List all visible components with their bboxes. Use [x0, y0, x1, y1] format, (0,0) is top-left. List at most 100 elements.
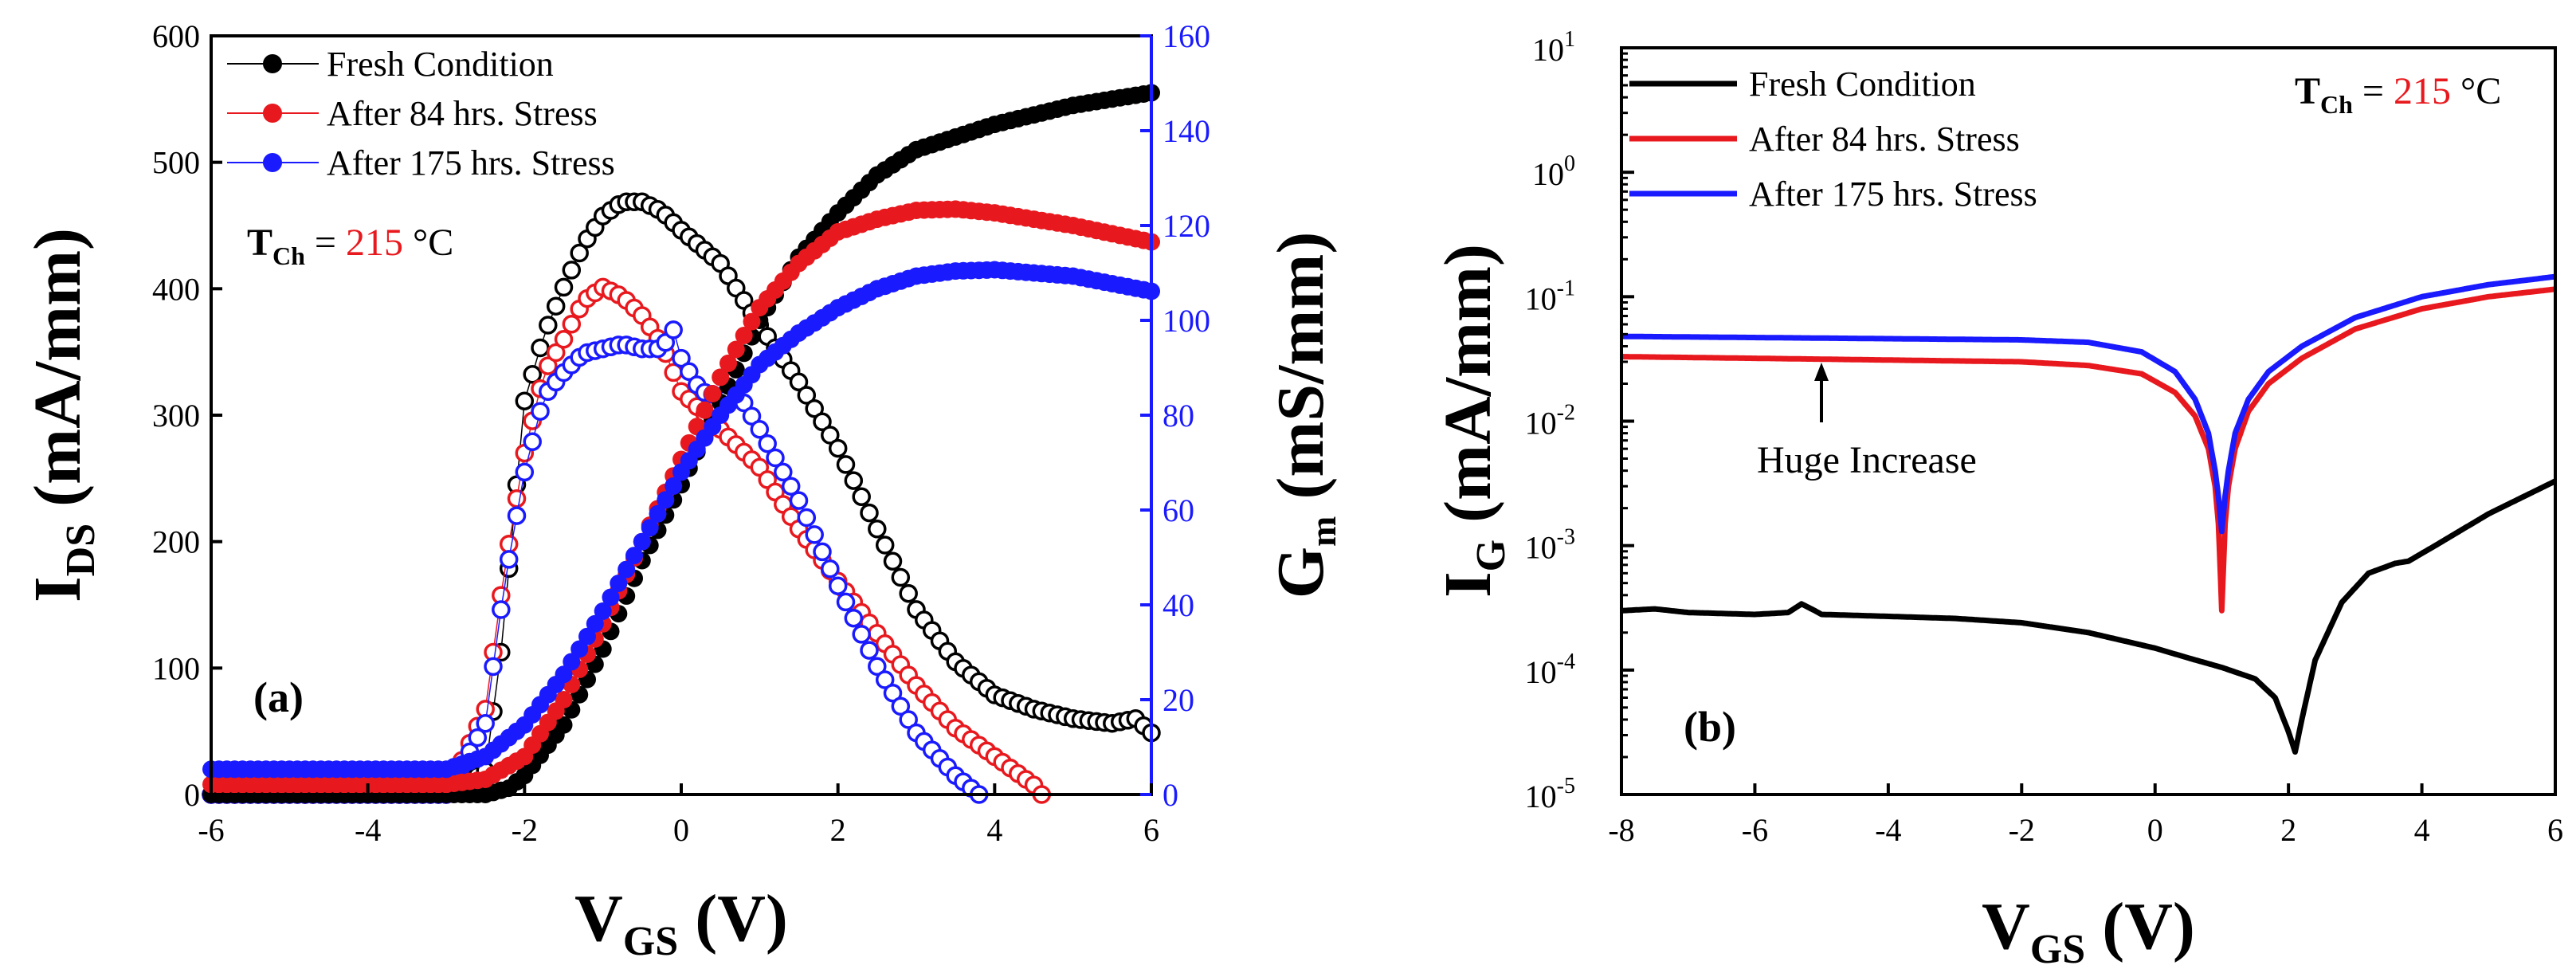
- gm-point: [523, 432, 542, 452]
- gm-point: [781, 477, 801, 496]
- gm-point: [860, 503, 879, 523]
- gm-point: [507, 506, 527, 525]
- gm-point: [539, 316, 558, 335]
- chart-a-x-ticks: -6 -4 -2 0 2 4 6: [198, 783, 1159, 848]
- chart-a-legend-item-84: After 84 hrs. Stress: [227, 94, 598, 133]
- chart-b-huge-increase-label: Huge Increase: [1757, 439, 1977, 481]
- gm-point: [852, 487, 871, 507]
- gm-point: [883, 551, 903, 571]
- ids-point: [618, 560, 636, 579]
- gm-point: [562, 315, 582, 334]
- gm-point: [507, 488, 527, 508]
- chart-a-x-tick-label: -2: [512, 812, 538, 848]
- chart-a-y-axis-label: IDS (mA/mm): [21, 228, 104, 602]
- legend-marker-175: [263, 153, 282, 172]
- ids-point: [625, 547, 643, 565]
- gm-point: [844, 471, 864, 490]
- ids-point: [735, 327, 753, 344]
- gm-point: [875, 670, 895, 689]
- gm-point: [539, 356, 558, 375]
- chart-a-y-tick-label: 100: [152, 650, 200, 686]
- ids-point: [743, 312, 761, 331]
- chart-b-legend-item-84: After 84 hrs. Stress: [1629, 120, 2020, 159]
- chart-b-x-axis-label: VGS (V): [1982, 889, 2195, 972]
- chart-b-x-tick-label: 4: [2414, 812, 2430, 848]
- gm-point: [821, 426, 840, 445]
- ids-point: [555, 691, 573, 708]
- ids-series-after175: [202, 261, 1160, 779]
- gm-series-after175: [202, 320, 989, 804]
- chart-b-y-tick-label: 10-1: [1525, 276, 1575, 316]
- gm-point: [570, 243, 589, 263]
- gm-point: [531, 338, 550, 358]
- chart-b-y-tick-label: 10-4: [1525, 649, 1575, 690]
- gm-point: [821, 559, 840, 579]
- gm-point: [523, 365, 542, 384]
- gm-point: [805, 525, 824, 544]
- ig-line-after175: [1620, 273, 2557, 535]
- chart-b-series: [1620, 273, 2557, 755]
- gm-point: [742, 406, 762, 426]
- chart-a-legend-item-fresh: Fresh Condition: [227, 45, 554, 84]
- chart-a-y-tick-label: 500: [152, 145, 200, 181]
- chart-b-y-tick-label: 10-2: [1525, 401, 1575, 441]
- gm-point: [883, 683, 903, 703]
- gm-point: [789, 372, 809, 392]
- ig-line-after84: [1620, 286, 2557, 614]
- chart-b-y-tick-label: 10-5: [1525, 774, 1575, 814]
- gm-point: [531, 402, 550, 421]
- chart-b-x-tick-label: -8: [1608, 812, 1634, 848]
- ids-point: [665, 477, 683, 495]
- gm-point: [484, 657, 503, 677]
- gm-point: [868, 657, 887, 677]
- gm-point: [891, 567, 911, 587]
- gm-point: [562, 261, 582, 280]
- chart-b-x-tick-label: -4: [1875, 812, 1901, 848]
- chart-a-y2-ticks: 0 20 40 60 80 100 120 140 160: [1140, 18, 1210, 813]
- gm-point: [891, 696, 911, 716]
- chart-b-legend-item-175: After 175 hrs. Stress: [1629, 175, 2037, 214]
- gm-point: [828, 438, 848, 458]
- chart-a-y2-tick-label: 40: [1163, 587, 1194, 623]
- chart-b-x-tick-label: 2: [2280, 812, 2296, 848]
- chart-a-x-axis-label: VGS (V): [574, 881, 788, 964]
- legend-marker-fresh: [263, 54, 282, 73]
- chart-a-x-tick-label: -4: [355, 812, 381, 848]
- chart-a-y2-tick-label: 60: [1163, 492, 1194, 528]
- chart-b-legend-label-84: After 84 hrs. Stress: [1749, 120, 2020, 159]
- gm-point: [664, 320, 683, 339]
- gm-point: [758, 434, 777, 453]
- ids-point: [602, 588, 620, 606]
- chart-b-huge-increase-arrow: [1814, 363, 1829, 422]
- chart-b-legend-label-fresh: Fresh Condition: [1749, 65, 1976, 104]
- gm-point: [680, 362, 699, 382]
- chart-a-legend-label-fresh: Fresh Condition: [327, 45, 554, 84]
- gm-point: [476, 714, 495, 733]
- chart-b-x-tick-label: -2: [2009, 812, 2035, 848]
- ig-line-fresh: [1620, 478, 2557, 755]
- temp-value: 215: [346, 222, 403, 264]
- chart-a-x-tick-label: 4: [986, 812, 1002, 848]
- gm-point: [836, 592, 856, 612]
- gm-point: [672, 348, 691, 368]
- ids-point: [641, 519, 659, 537]
- chart-b-y-tick-label: 100: [1532, 151, 1575, 192]
- gm-point: [797, 386, 817, 405]
- chart-a-y2-axis-label: Gm (mS/mm): [1264, 232, 1343, 599]
- chart-a-y2-tick-label: 140: [1163, 113, 1210, 149]
- gm-point: [515, 462, 535, 482]
- temp-unit: °C: [403, 222, 453, 264]
- chart-a-x-tick-label: 6: [1143, 812, 1159, 848]
- chart-a-x-tick-label: 0: [673, 812, 689, 848]
- chart-a-legend-item-175: After 175 hrs. Stress: [227, 143, 615, 182]
- legend-marker-84: [263, 104, 282, 123]
- ids-point: [610, 575, 628, 592]
- gm-point: [499, 535, 519, 554]
- ids-point: [704, 385, 722, 402]
- gm-point: [860, 641, 879, 660]
- ids-point: [657, 491, 675, 509]
- gm-line-after175: [211, 328, 980, 795]
- chart-a-legend: Fresh Condition After 84 hrs. Stress Aft…: [227, 45, 615, 182]
- gm-point: [899, 583, 918, 603]
- gm-point: [554, 330, 574, 349]
